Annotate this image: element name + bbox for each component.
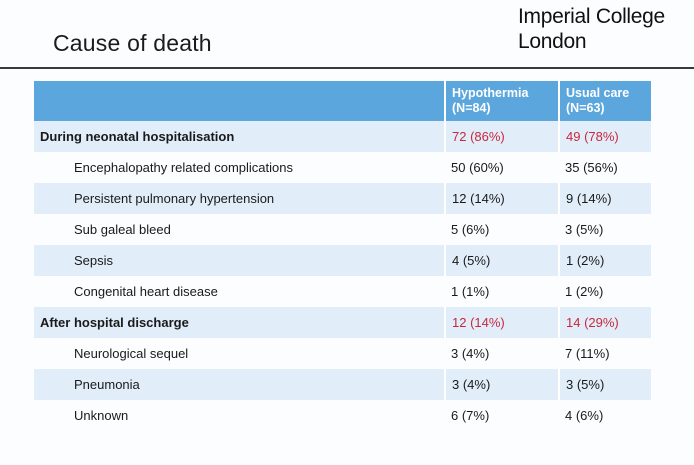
hypothermia-value: 12 (14%): [444, 183, 559, 214]
usual-care-value: 14 (29%): [558, 307, 651, 338]
logo-line-1: Imperial College: [518, 5, 665, 28]
table-row-section-after-discharge: After hospital discharge 12 (14%) 14 (29…: [34, 307, 651, 338]
row-label: Unknown: [74, 408, 129, 423]
row-label: Persistent pulmonary hypertension: [74, 191, 275, 206]
usual-care-value: 49 (78%): [558, 121, 651, 152]
usual-care-value: 35 (56%): [565, 160, 618, 175]
table-row: Unknown 6 (7%) 4 (6%): [34, 400, 651, 431]
hypothermia-value: 72 (86%): [444, 121, 559, 152]
usual-care-value: 3 (5%): [565, 222, 604, 237]
header-usual-care-n: (N=63): [566, 101, 605, 115]
table-header-row: Hypothermia (N=84) Usual care (N=63): [34, 81, 651, 121]
table-row: Pneumonia 3 (4%) 3 (5%): [34, 369, 651, 400]
usual-care-value: 1 (2%): [558, 245, 651, 276]
logo-line-2: London: [518, 30, 587, 53]
slide-title: Cause of death: [53, 30, 212, 56]
row-label: After hospital discharge: [40, 315, 189, 330]
header-cause: [34, 81, 445, 121]
table-row: Persistent pulmonary hypertension 12 (14…: [34, 183, 651, 214]
header-usual-care-title: Usual care: [566, 86, 630, 100]
table-row: Neurological sequel 3 (4%) 7 (11%): [34, 338, 651, 369]
header-hypothermia: Hypothermia (N=84): [444, 81, 559, 121]
hypothermia-value: 50 (60%): [451, 160, 504, 175]
header-hypothermia-n: (N=84): [452, 101, 491, 115]
header-usual-care: Usual care (N=63): [558, 81, 651, 121]
hypothermia-value: 1 (1%): [451, 284, 490, 299]
title-divider: [0, 67, 694, 69]
row-label: Sepsis: [74, 253, 114, 268]
usual-care-value: 3 (5%): [558, 369, 651, 400]
row-label: Pneumonia: [74, 377, 140, 392]
table-row: Sepsis 4 (5%) 1 (2%): [34, 245, 651, 276]
table-row: Sub galeal bleed 5 (6%) 3 (5%): [34, 214, 651, 245]
usual-care-value: 9 (14%): [558, 183, 651, 214]
hypothermia-value: 5 (6%): [451, 222, 490, 237]
usual-care-value: 4 (6%): [565, 408, 604, 423]
row-label: Sub galeal bleed: [74, 222, 171, 237]
table-row-section-neonatal: During neonatal hospitalisation 72 (86%)…: [34, 121, 651, 152]
table-row: Congenital heart disease 1 (1%) 1 (2%): [34, 276, 651, 307]
hypothermia-value: 4 (5%): [444, 245, 559, 276]
header-hypothermia-title: Hypothermia: [452, 86, 529, 100]
cause-of-death-table: Hypothermia (N=84) Usual care (N=63) Dur…: [34, 81, 651, 431]
table-row: Encephalopathy related complications 50 …: [34, 152, 651, 183]
hypothermia-value: 12 (14%): [444, 307, 559, 338]
imperial-college-logo: Imperial College London: [518, 4, 694, 54]
row-label: Congenital heart disease: [74, 284, 218, 299]
row-label: During neonatal hospitalisation: [40, 129, 235, 144]
hypothermia-value: 3 (4%): [451, 346, 490, 361]
row-label: Neurological sequel: [74, 346, 189, 361]
hypothermia-value: 6 (7%): [451, 408, 490, 423]
row-label: Encephalopathy related complications: [74, 160, 293, 175]
usual-care-value: 7 (11%): [565, 346, 610, 361]
usual-care-value: 1 (2%): [565, 284, 604, 299]
hypothermia-value: 3 (4%): [444, 369, 559, 400]
